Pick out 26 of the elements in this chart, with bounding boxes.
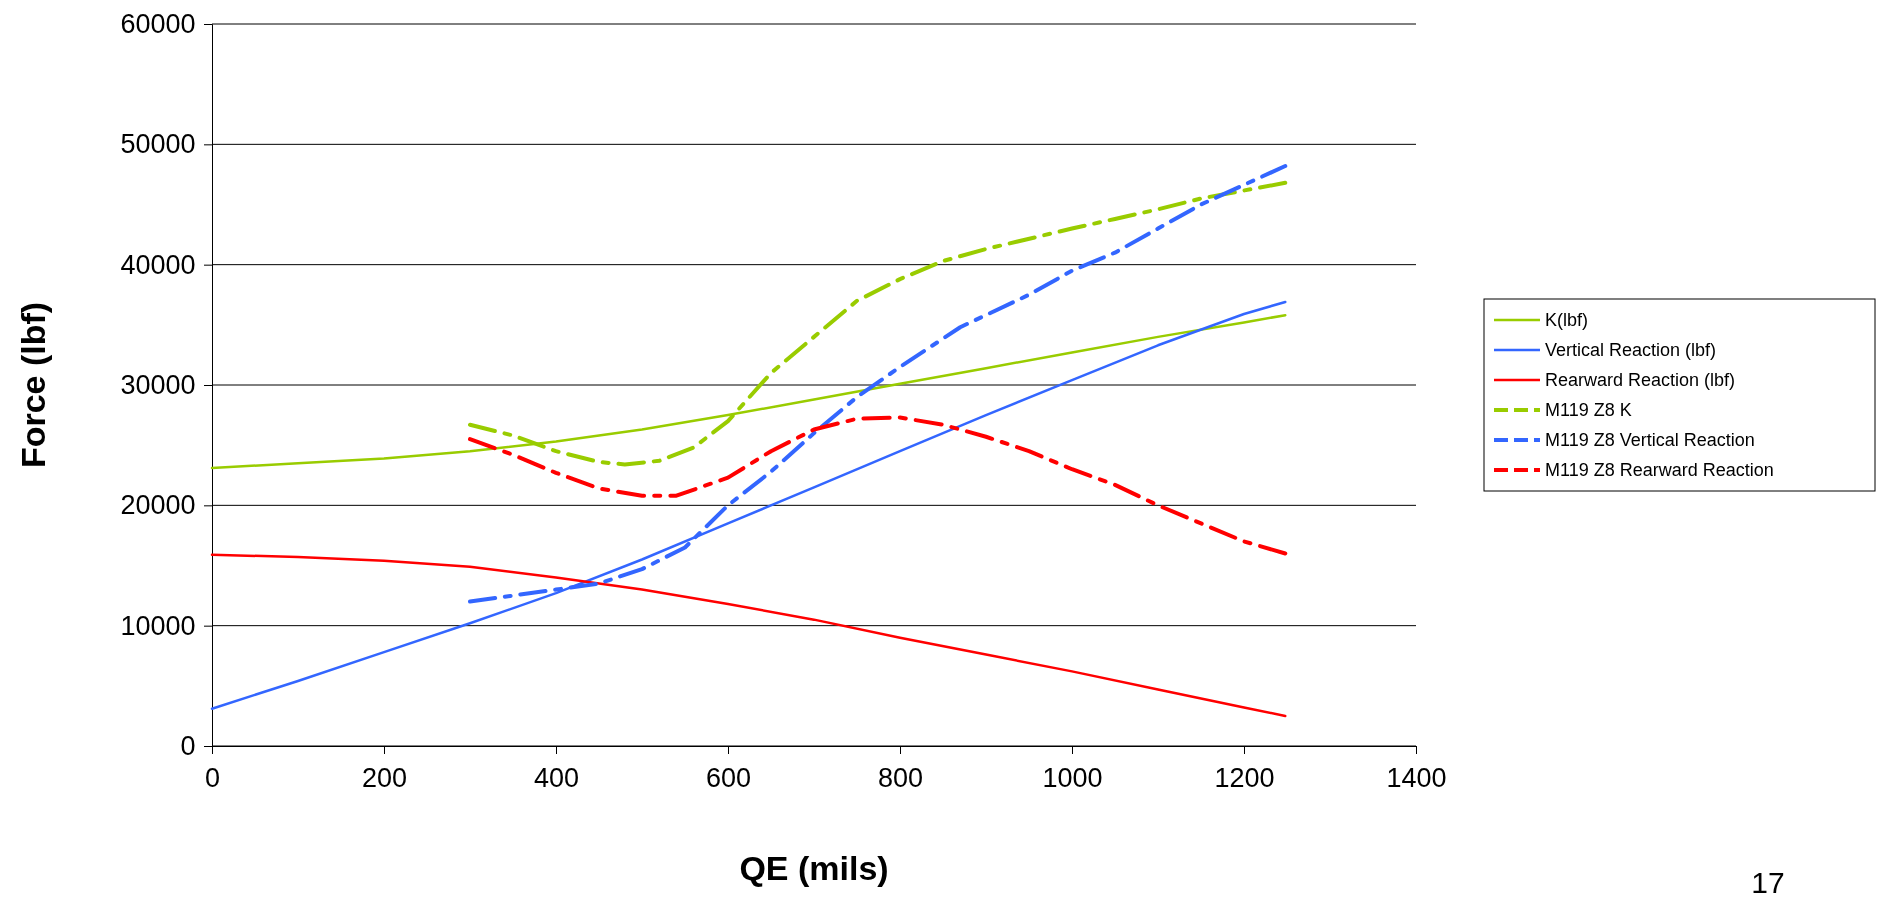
y-tick-label: 40000 <box>120 249 196 280</box>
legend-label: Rearward Reaction (lbf) <box>1545 370 1736 390</box>
x-tick-label: 600 <box>705 762 752 793</box>
y-tick-label: 30000 <box>120 370 196 401</box>
y-tick-label: 0 <box>180 731 196 762</box>
line-series <box>210 553 1287 718</box>
y-tick-label: 20000 <box>120 490 196 521</box>
y-axis-title: Force (lbf) <box>14 301 52 469</box>
x-tick-label: 800 <box>877 762 924 793</box>
y-tick-label: 60000 <box>120 9 196 40</box>
text: 17 <box>1751 866 1785 899</box>
legend-label: M119 Z8 K <box>1545 400 1632 420</box>
x-tick-label: 0 <box>204 762 221 793</box>
y-tick-label: 10000 <box>120 610 196 641</box>
x-tick-label: 1400 <box>1386 762 1447 793</box>
x-tick-label: 1000 <box>1042 762 1103 793</box>
line-series <box>468 415 1288 556</box>
x-tick-label: 400 <box>533 762 580 793</box>
x-tick-label: 200 <box>361 762 408 793</box>
legend-label: Vertical Reaction (lbf) <box>1545 340 1717 360</box>
x-tick-label: 1200 <box>1214 762 1275 793</box>
legend-label: M119 Z8 Vertical Reaction <box>1545 430 1755 450</box>
legend-label: M119 Z8 Rearward Reaction <box>1545 460 1774 480</box>
legend-label: K(lbf) <box>1545 310 1589 330</box>
x-axis-title: QE (mils) <box>739 849 889 887</box>
y-tick-label: 50000 <box>120 129 196 160</box>
